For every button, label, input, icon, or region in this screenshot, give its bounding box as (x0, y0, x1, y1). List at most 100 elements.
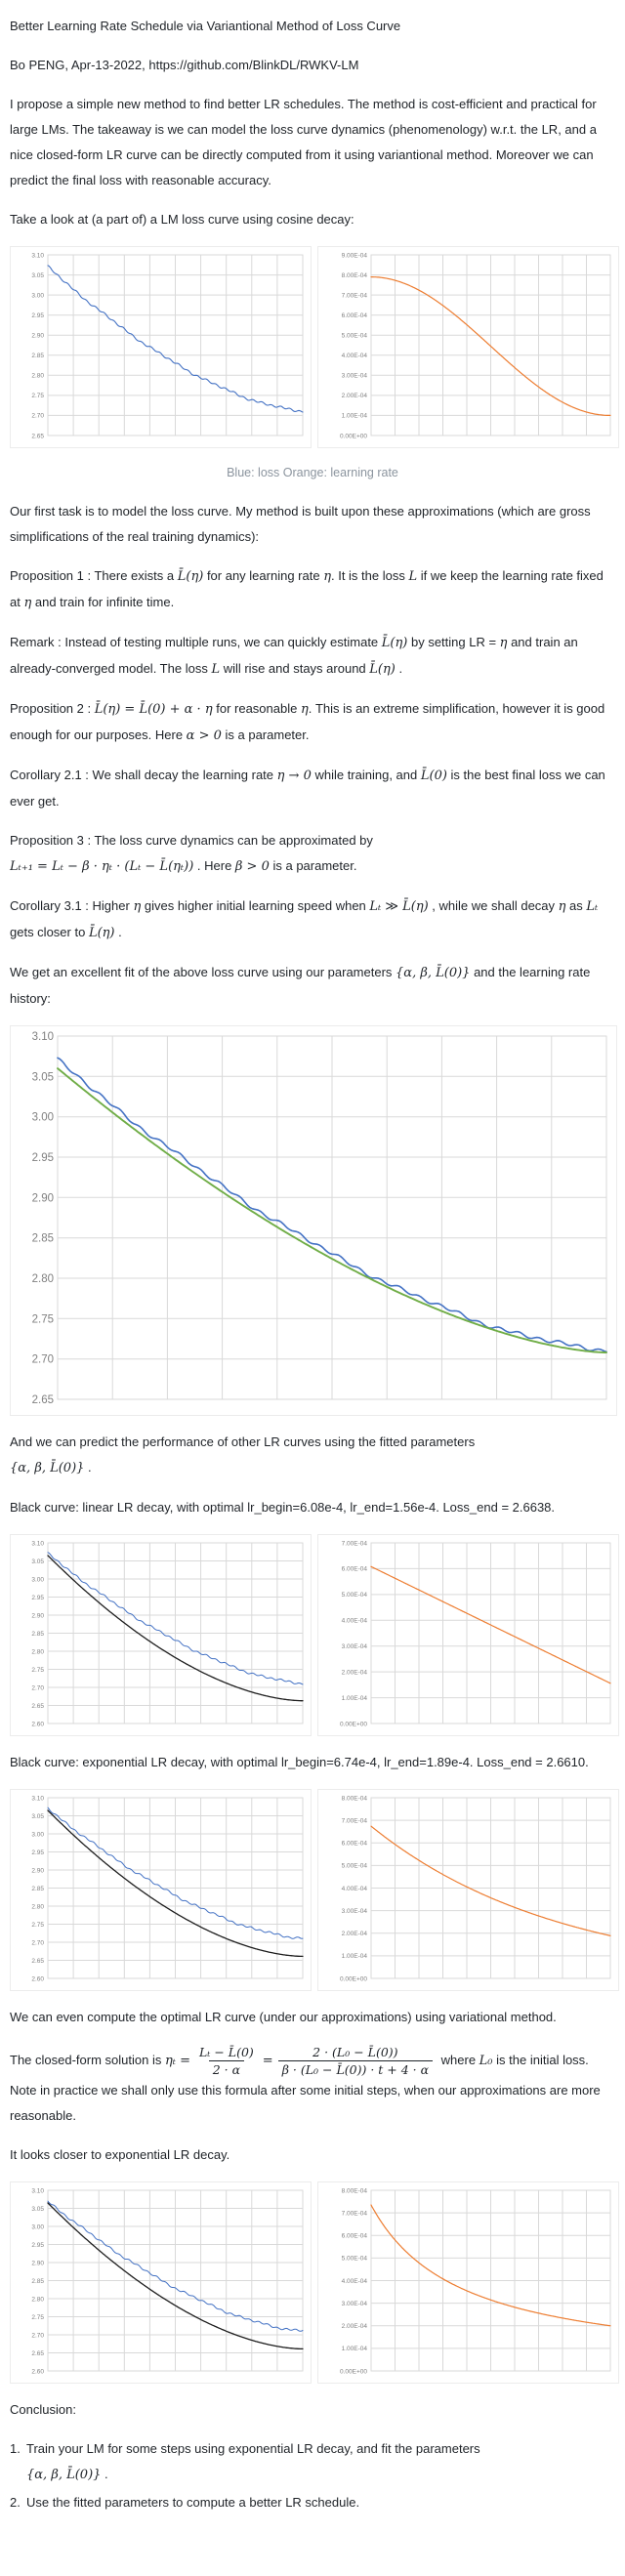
svg-text:3.05: 3.05 (31, 272, 44, 279)
first-task-paragraph: Our first task is to model the loss curv… (10, 499, 615, 550)
conclusion-list: 1. Train your LM for some steps using ex… (10, 2436, 615, 2515)
text-segment: Proposition 3 : The loss curve dynamics … (10, 833, 373, 848)
text-segment: as (565, 898, 587, 913)
svg-text:3.00: 3.00 (31, 2223, 44, 2230)
exp-decay-paragraph: Black curve: exponential LR decay, with … (10, 1750, 615, 1775)
fraction: 2 · (L₀ − L̄(0)) β · (L₀ − L̄(0)) · t + 4… (277, 2044, 434, 2078)
svg-text:2.75: 2.75 (31, 1922, 44, 1929)
svg-text:2.80: 2.80 (31, 373, 44, 380)
svg-text:5.00E-04: 5.00E-04 (342, 1592, 368, 1599)
loss-vs-exp-chart: 3.10 3.05 3.00 2.95 2.90 2.85 2.80 2.75 2.70 2.65… (10, 1789, 312, 1991)
svg-text:8.00E-04: 8.00E-04 (342, 2187, 368, 2194)
svg-text:2.70: 2.70 (31, 1939, 44, 1946)
chart-pair-linear: 3.10 3.05 3.00 2.95 2.90 2.85 2.80 2.75 2.70 2.65… (10, 1534, 619, 1736)
math-segment: η (323, 569, 331, 584)
item-number: 1. (10, 2441, 21, 2456)
text-segment: Proposition 1 : There exists a (10, 568, 178, 583)
svg-text:6.00E-04: 6.00E-04 (342, 1841, 368, 1848)
optimal-lr-chart: 8.00E-04 7.00E-04 6.00E-04 5.00E-04 4.00E-04… (317, 2181, 619, 2384)
svg-text:3.00E-04: 3.00E-04 (342, 1908, 368, 1915)
text-segment: Black curve: linear LR decay, with optim… (10, 1500, 556, 1515)
text-segment: while training, and (311, 768, 421, 782)
svg-text:2.80: 2.80 (31, 1903, 44, 1910)
math-segment: β > 0 (234, 859, 270, 874)
proposition-1: Proposition 1 : There exists a L̄(η) for… (10, 563, 615, 616)
svg-text:1.00E-04: 1.00E-04 (342, 413, 368, 420)
svg-text:7.00E-04: 7.00E-04 (342, 1540, 368, 1547)
svg-text:2.70: 2.70 (31, 413, 44, 420)
linear-decay-paragraph: Black curve: linear LR decay, with optim… (10, 1495, 615, 1520)
text-segment: and the learning rate history: (10, 965, 591, 1006)
math-segment: {α, β, L̄(0)} (396, 966, 471, 980)
text-segment: for reasonable (212, 701, 301, 716)
svg-text:3.05: 3.05 (31, 1813, 44, 1820)
svg-text:2.00E-04: 2.00E-04 (342, 1931, 368, 1937)
item-text: Train your LM for some steps using expon… (26, 2436, 615, 2488)
conclusion-item-2: 2. Use the fitted parameters to compute … (10, 2490, 615, 2515)
text-segment: And we can predict the performance of ot… (10, 1434, 476, 1449)
math-segment: {α, β, L̄(0)} (26, 2468, 102, 2482)
math-segment: η (300, 702, 309, 717)
text-segment: if we keep the learning rate fixed at (10, 568, 604, 609)
conclusion-heading: Conclusion: (10, 2397, 615, 2423)
svg-text:5.00E-04: 5.00E-04 (342, 1863, 368, 1870)
text-segment: . (395, 661, 403, 676)
chart-pair-optimal: 3.10 3.05 3.00 2.95 2.90 2.85 2.80 2.75 2.70 2.65… (10, 2181, 619, 2384)
page-title: Better Learning Rate Schedule via Varian… (10, 19, 401, 33)
svg-text:3.00: 3.00 (31, 292, 44, 299)
item-number: 2. (10, 2495, 21, 2510)
text-segment: . It is the loss (330, 568, 409, 583)
svg-text:2.75: 2.75 (31, 393, 44, 399)
svg-text:3.10: 3.10 (31, 1540, 44, 1547)
svg-text:0.00E+00: 0.00E+00 (340, 1721, 367, 1727)
svg-text:0.00E+00: 0.00E+00 (340, 2368, 367, 2375)
svg-text:2.85: 2.85 (31, 1886, 44, 1892)
math-segment: η → 0 (276, 769, 312, 783)
corollary-3-1: Corollary 3.1 : Higher η gives higher in… (10, 893, 615, 946)
math-segment: α > 0 (186, 728, 222, 743)
text-segment: and train for infinite time. (31, 595, 175, 609)
svg-text:2.75: 2.75 (31, 2314, 44, 2321)
text-segment: It looks closer to exponential LR decay. (10, 2147, 230, 2162)
math-segment: L̄(η) = L̄(0) + α · η (94, 702, 213, 717)
svg-text:2.95: 2.95 (31, 312, 44, 319)
svg-text:7.00E-04: 7.00E-04 (342, 2210, 368, 2217)
text-segment: . (101, 2467, 108, 2481)
svg-text:1.00E-04: 1.00E-04 (342, 1953, 368, 1960)
text-segment: We get an excellent fit of the above los… (10, 965, 396, 979)
math-segment: L (211, 662, 221, 677)
svg-text:2.90: 2.90 (31, 2260, 44, 2266)
svg-text:3.00: 3.00 (32, 1112, 54, 1124)
svg-text:5.00E-04: 5.00E-04 (342, 2256, 368, 2263)
svg-text:2.00E-04: 2.00E-04 (342, 393, 368, 399)
math-segment: L̄(η) (177, 569, 204, 584)
text-segment: Conclusion: (10, 2402, 76, 2417)
svg-text:7.00E-04: 7.00E-04 (342, 1817, 368, 1824)
svg-text:8.00E-04: 8.00E-04 (342, 1795, 368, 1802)
svg-text:6.00E-04: 6.00E-04 (342, 1566, 368, 1573)
math-segment: {α, β, L̄(0)} (10, 1461, 85, 1475)
svg-text:2.95: 2.95 (32, 1152, 54, 1164)
svg-text:3.00E-04: 3.00E-04 (342, 2301, 368, 2307)
svg-text:3.05: 3.05 (31, 1558, 44, 1565)
text-segment: Proposition 2 : (10, 701, 95, 716)
text-segment: Train your LM for some steps using expon… (26, 2441, 480, 2456)
svg-text:8.00E-04: 8.00E-04 (342, 272, 368, 279)
fraction: Lₜ − L̄(0) 2 · α (198, 2045, 254, 2077)
loss-vs-optimal-chart: 3.10 3.05 3.00 2.95 2.90 2.85 2.80 2.75 2.70 2.65… (10, 2181, 312, 2384)
svg-text:2.65: 2.65 (31, 2350, 44, 2357)
text-segment: where (438, 2052, 479, 2067)
text-segment: . (84, 1460, 92, 1475)
svg-text:2.75: 2.75 (32, 1313, 54, 1325)
text-segment: is a parameter. (221, 727, 310, 742)
svg-text:4.00E-04: 4.00E-04 (342, 1618, 368, 1625)
text-segment: by setting LR = (407, 635, 500, 649)
svg-text:3.00: 3.00 (31, 1831, 44, 1838)
svg-text:3.10: 3.10 (31, 1795, 44, 1802)
looks-closer-paragraph: It looks closer to exponential LR decay. (10, 2142, 615, 2168)
loss-vs-linear-chart: 3.10 3.05 3.00 2.95 2.90 2.85 2.80 2.75 2.70 2.65… (10, 1534, 312, 1736)
svg-text:3.10: 3.10 (31, 2187, 44, 2194)
item-text: Use the fitted parameters to compute a b… (26, 2490, 615, 2515)
svg-text:3.00E-04: 3.00E-04 (342, 1643, 368, 1650)
chart-pair-exponential: 3.10 3.05 3.00 2.95 2.90 2.85 2.80 2.75 2.70 2.65… (10, 1789, 619, 1991)
